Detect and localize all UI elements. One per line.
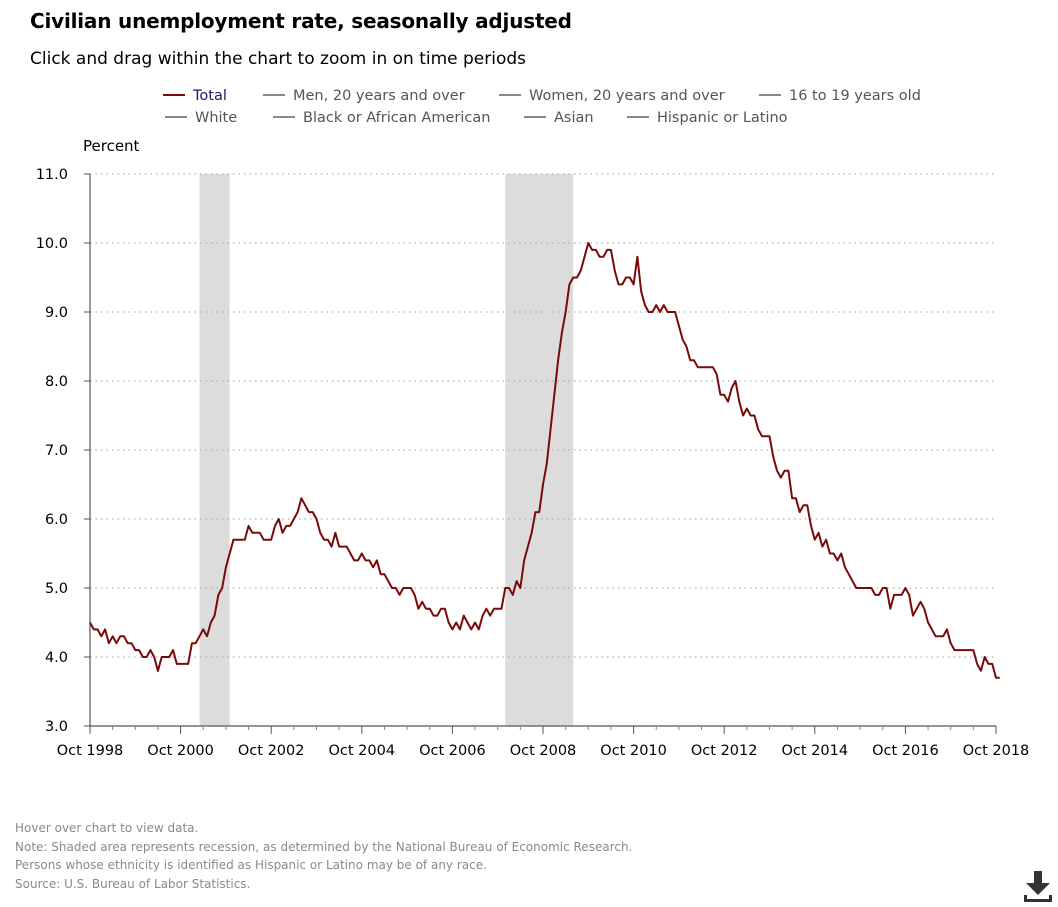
x-tick-label: Oct 2002 (238, 743, 305, 759)
download-icon[interactable] (1022, 869, 1054, 903)
x-tick-label: Oct 2000 (147, 743, 214, 759)
legend-item-black[interactable]: Black or African American (273, 110, 490, 126)
legend-swatch-white (165, 116, 187, 118)
legend-item-white[interactable]: White (165, 110, 237, 126)
recession-band (199, 174, 230, 726)
line-chart[interactable]: 3.0 4.0 5.0 6.0 7.0 8.0 9.0 10.0 11.0 Percent Oct … (0, 0, 1058, 800)
note-source: Source: U.S. Bureau of Labor Statistics. (15, 876, 251, 891)
chart-notes: Hover over chart to view data. Note: Sha… (15, 819, 632, 893)
legend-item-hispanic[interactable]: Hispanic or Latino (627, 110, 788, 126)
legend-swatch-women (499, 94, 521, 96)
y-tick-label: 5.0 (45, 581, 68, 597)
legend-item-total[interactable]: Total (163, 88, 227, 104)
y-tick-label: 7.0 (45, 443, 68, 459)
x-tick-label: Oct 2004 (329, 743, 396, 759)
legend-item-16-to-19[interactable]: 16 to 19 years old (759, 88, 921, 104)
x-tick-label: Oct 2008 (510, 743, 577, 759)
recession-band (505, 174, 574, 726)
legend-swatch-asian (524, 116, 546, 118)
note-recession: Note: Shaded area represents recession, … (15, 839, 633, 854)
y-tick-label: 9.0 (45, 305, 68, 321)
legend-label: Black or African American (303, 110, 491, 126)
y-tick-label: 8.0 (45, 374, 68, 390)
legend-item-women-20-over[interactable]: Women, 20 years and over (499, 88, 725, 104)
note-ethnicity: Persons whose ethnicity is identified as… (15, 858, 487, 872)
legend-swatch-men (263, 94, 285, 96)
y-tick-label: 3.0 (45, 719, 68, 735)
legend-label: Men, 20 years and over (293, 88, 465, 104)
legend-item-men-20-over[interactable]: Men, 20 years and over (263, 88, 465, 104)
y-tick-label: 11.0 (36, 167, 68, 183)
legend-item-asian[interactable]: Asian (524, 110, 594, 126)
legend-label: 16 to 19 years old (789, 88, 921, 104)
x-tick-label: Oct 2010 (600, 743, 667, 759)
legend-label: Asian (554, 110, 594, 126)
x-tick-label: Oct 2006 (419, 743, 486, 759)
x-tick-label: Oct 2018 (963, 743, 1030, 759)
download-icon-graphic (1024, 871, 1052, 902)
y-tick-label: 10.0 (36, 236, 68, 252)
note-hover: Hover over chart to view data. (15, 821, 199, 835)
legend-swatch-total (163, 94, 185, 96)
x-tick-label: Oct 2016 (872, 743, 939, 759)
x-tick-label: Oct 1998 (57, 743, 124, 759)
legend-swatch-teens (759, 94, 781, 96)
legend-label: White (195, 110, 238, 126)
x-tick-label: Oct 2014 (782, 743, 849, 759)
legend-label: Total (193, 88, 227, 104)
x-tick-label: Oct 2012 (691, 743, 758, 759)
series-line-total (89, 242, 1000, 679)
legend-swatch-black (273, 116, 295, 118)
legend-label: Hispanic or Latino (657, 110, 788, 126)
chart-title: Civilian unemployment rate, seasonally a… (30, 9, 572, 33)
legend-label: Women, 20 years and over (529, 88, 725, 104)
y-axis-label: Percent (83, 137, 140, 155)
legend-swatch-hispanic (627, 116, 649, 118)
y-tick-label: 4.0 (45, 650, 68, 666)
chart-subtitle: Click and drag within the chart to zoom … (30, 49, 527, 69)
y-tick-label: 6.0 (45, 512, 68, 528)
